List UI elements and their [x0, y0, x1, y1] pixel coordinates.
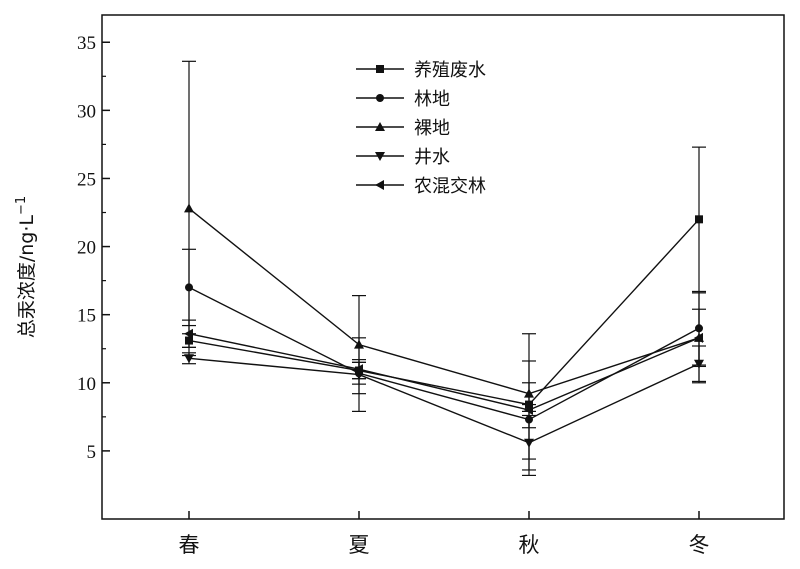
series-layer — [182, 60, 706, 477]
marker-triangle-up — [375, 122, 385, 131]
series-line — [188, 207, 700, 395]
y-tick-label: 15 — [77, 306, 96, 327]
y-tick-label: 10 — [77, 374, 96, 395]
y-tick-label: 30 — [77, 101, 96, 122]
legend-label: 井水 — [414, 147, 450, 168]
series-line — [188, 333, 700, 411]
legend-item-5: 农混交林 — [356, 176, 486, 197]
plot-frame — [101, 14, 785, 520]
marker-triangle-left — [375, 180, 384, 190]
legend-item-2: 林地 — [356, 89, 450, 110]
legend-label: 农混交林 — [414, 176, 486, 197]
legend-label: 裸地 — [414, 118, 450, 139]
marker-triangle-down — [375, 152, 385, 161]
marker-triangle-left — [354, 364, 363, 375]
series-4 — [182, 337, 706, 471]
y-tick-label: 35 — [77, 33, 96, 54]
y-axis-title-text: 总汞浓度/ng·L — [16, 215, 38, 339]
series-line — [188, 357, 700, 444]
x-tick-label: 冬 — [689, 533, 710, 557]
marker-triangle-left — [184, 328, 193, 339]
series-line — [188, 218, 700, 406]
y-tick-label: 25 — [77, 169, 96, 190]
legend-item-4: 井水 — [356, 147, 450, 168]
marker-triangle-up — [184, 203, 194, 213]
series-5 — [182, 308, 706, 460]
x-axis: 春夏秋冬 — [179, 511, 710, 557]
marker-square — [695, 215, 703, 224]
y-tick-label: 20 — [77, 238, 96, 259]
legend-label: 林地 — [414, 89, 450, 110]
marker-triangle-left — [694, 332, 703, 343]
marker-triangle-down — [184, 354, 194, 364]
x-tick-label: 夏 — [349, 533, 370, 557]
legend-item-1: 养殖废水 — [356, 59, 486, 81]
x-tick-label: 春 — [179, 533, 200, 557]
y-tick-label: 5 — [87, 442, 97, 463]
y-axis-title-superscript: −1 — [14, 196, 29, 215]
marker-square — [376, 65, 384, 73]
y-axis: 5 10 15 20 25 30 35 — [77, 33, 110, 463]
x-tick-label: 秋 — [519, 533, 540, 557]
series-2 — [182, 248, 706, 429]
marker-triangle-left — [524, 405, 533, 416]
marker-circle — [376, 94, 384, 102]
legend-label: 养殖废水 — [414, 59, 486, 81]
legend-item-3: 裸地 — [356, 118, 450, 139]
y-axis-title: 总汞浓度/ng·L−1 — [14, 196, 38, 338]
